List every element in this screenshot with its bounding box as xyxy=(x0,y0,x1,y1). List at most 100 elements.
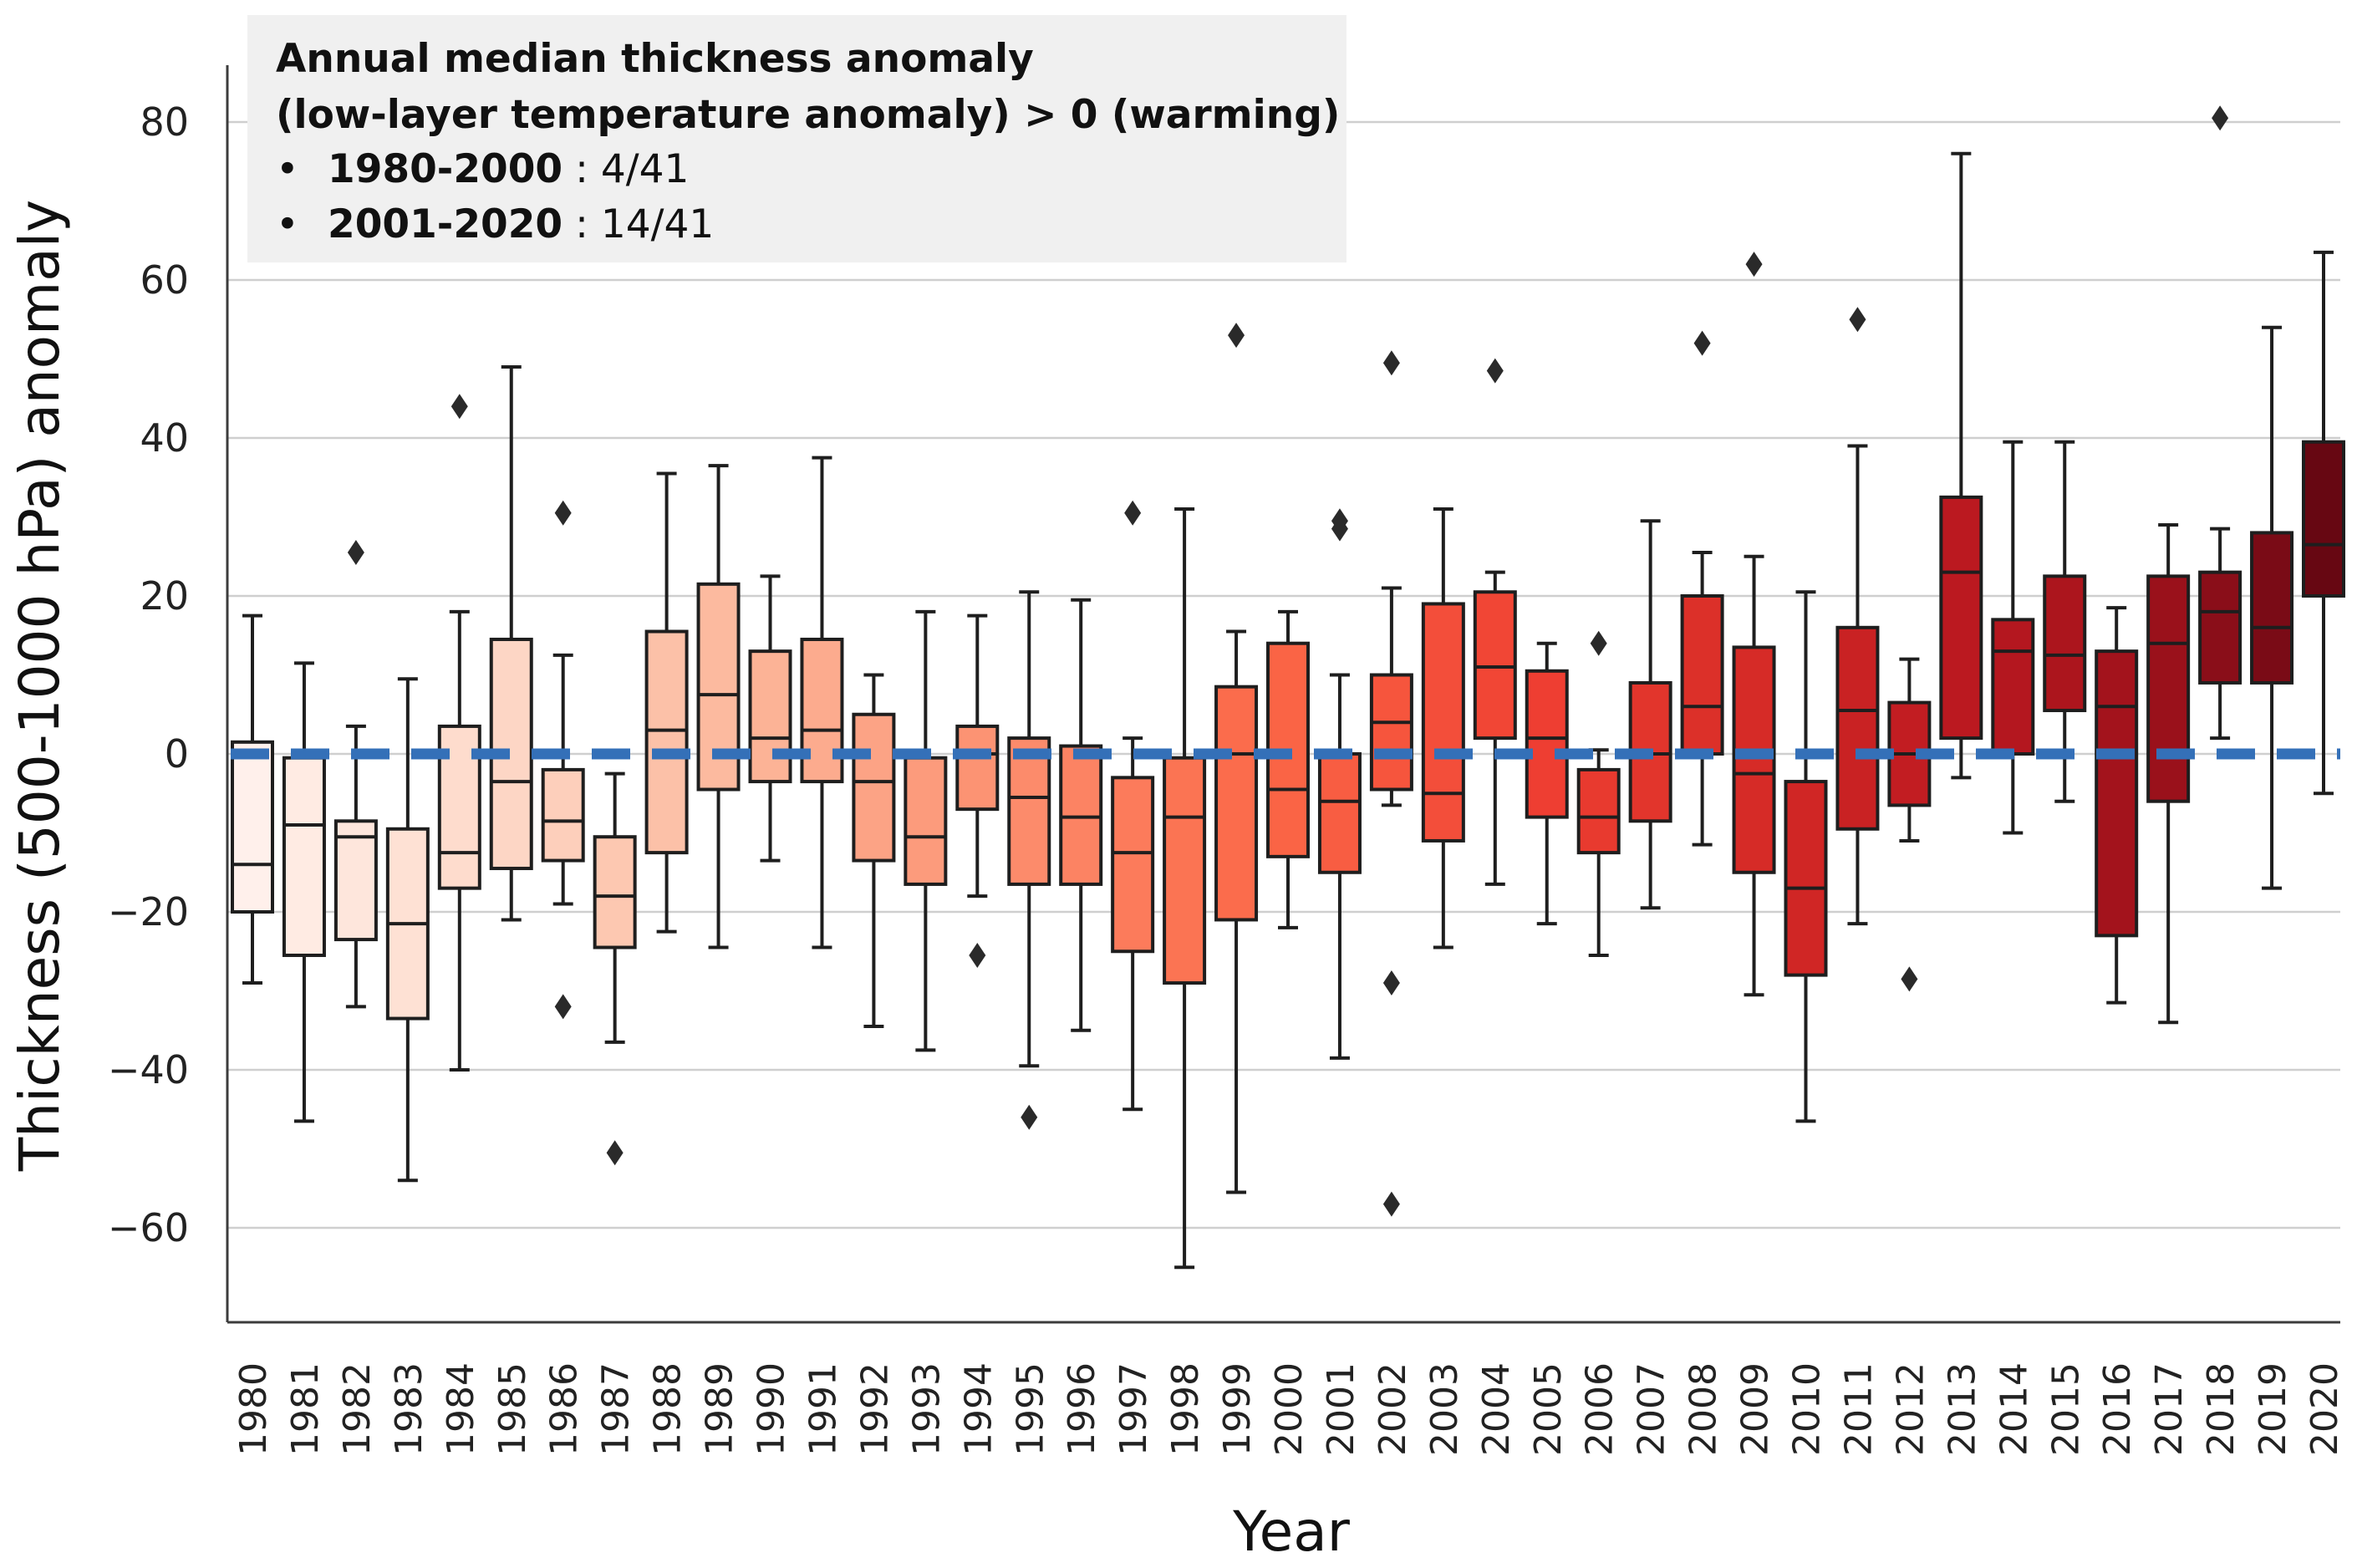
annotation-box: Annual median thickness anomaly (low-lay… xyxy=(247,15,1346,262)
flier-2002-1 xyxy=(1382,970,1400,996)
x-tick-label-2003: 2003 xyxy=(1423,1362,1466,1456)
y-tick-label--60: −60 xyxy=(108,1205,189,1250)
x-tick-label-1998: 1998 xyxy=(1164,1362,1207,1456)
iqr-box-1980 xyxy=(231,740,274,914)
iqr-box-1988 xyxy=(644,629,689,855)
flier-1997-0 xyxy=(1124,500,1142,526)
x-tick-label-1988: 1988 xyxy=(647,1362,690,1456)
iqr-box-2019 xyxy=(2250,531,2294,685)
y-tick-label-80: 80 xyxy=(140,99,189,145)
x-tick-label-2006: 2006 xyxy=(1579,1362,1621,1456)
iqr-box-2011 xyxy=(1835,625,1880,831)
x-tick-label-1981: 1981 xyxy=(284,1362,327,1456)
x-tick-label-2005: 2005 xyxy=(1527,1362,1570,1456)
iqr-box-1998 xyxy=(1163,756,1207,985)
flier-2008-0 xyxy=(1693,330,1711,356)
x-tick-label-1992: 1992 xyxy=(853,1362,896,1456)
flier-2002-0 xyxy=(1382,350,1400,376)
iqr-box-2010 xyxy=(1784,780,1828,977)
iqr-box-1995 xyxy=(1007,736,1051,886)
x-tick-label-2008: 2008 xyxy=(1682,1362,1725,1456)
annotation-bullet-2: • 2001-2020 : 14/41 xyxy=(276,201,714,247)
flier-1995-0 xyxy=(1021,1104,1038,1130)
x-tick-label-2002: 2002 xyxy=(1372,1362,1414,1456)
x-tick-label-1997: 1997 xyxy=(1112,1362,1155,1456)
box-1984 xyxy=(437,394,481,1072)
box-2020 xyxy=(2302,250,2345,796)
x-tick-label-1983: 1983 xyxy=(388,1362,430,1456)
flier-2012-0 xyxy=(1901,966,1918,992)
box-1987 xyxy=(593,771,637,1166)
x-tick-label-2012: 2012 xyxy=(1889,1362,1932,1456)
bullet-2-period: 2001-2020 xyxy=(328,201,563,247)
y-tick-label-40: 40 xyxy=(140,415,189,461)
iqr-box-1987 xyxy=(593,835,637,949)
flier-2009-0 xyxy=(1745,252,1763,277)
bullet-1-value: : 4/41 xyxy=(575,146,689,192)
box-1990 xyxy=(748,574,792,863)
box-1992 xyxy=(852,673,896,1029)
x-tick-label-1982: 1982 xyxy=(336,1362,379,1456)
y-tick-label--40: −40 xyxy=(108,1047,189,1092)
iqr-box-2013 xyxy=(1939,495,1983,741)
flier-1986-1 xyxy=(554,994,572,1020)
x-tick-label-1994: 1994 xyxy=(957,1362,1000,1456)
iqr-box-2018 xyxy=(2198,570,2242,685)
box-2004 xyxy=(1473,358,1517,886)
iqr-box-2020 xyxy=(2302,440,2345,598)
iqr-box-2014 xyxy=(1991,618,2035,756)
iqr-box-2003 xyxy=(1421,602,1465,843)
box-2019 xyxy=(2250,325,2294,890)
y-axis-label: Thickness (500-1000 hPa) anomaly xyxy=(8,200,72,1172)
box-1989 xyxy=(696,464,741,949)
x-tick-label-1989: 1989 xyxy=(699,1362,741,1456)
box-2000 xyxy=(1266,609,1310,929)
iqr-box-1991 xyxy=(800,637,844,784)
y-tick-label-0: 0 xyxy=(165,731,189,776)
iqr-box-2004 xyxy=(1473,590,1517,741)
iqr-box-1981 xyxy=(282,756,326,957)
iqr-box-2016 xyxy=(2095,649,2139,938)
iqr-box-1992 xyxy=(852,712,896,863)
flier-1999-0 xyxy=(1228,323,1245,349)
annotation-background xyxy=(247,15,1346,262)
gridlines xyxy=(227,120,2340,1229)
box-2005 xyxy=(1525,641,1569,926)
iqr-box-1990 xyxy=(748,649,792,784)
box-1982 xyxy=(333,540,378,1009)
box-2018 xyxy=(2198,105,2242,741)
flier-1984-0 xyxy=(451,394,468,420)
axes xyxy=(226,65,2340,1324)
x-tick-label-2007: 2007 xyxy=(1631,1362,1673,1456)
x-axis-label: Year xyxy=(1232,1499,1351,1564)
box-1981 xyxy=(282,661,326,1123)
box-2011 xyxy=(1835,307,1880,926)
x-tick-label-1991: 1991 xyxy=(802,1362,844,1456)
iqr-box-1982 xyxy=(333,819,378,942)
box-2006 xyxy=(1576,630,1621,957)
x-tick-label-1995: 1995 xyxy=(1009,1362,1051,1456)
annotation-line-1: Annual median thickness anomaly xyxy=(276,36,1034,82)
x-tick-label-1985: 1985 xyxy=(491,1362,534,1456)
x-tick-label-1993: 1993 xyxy=(905,1362,948,1456)
box-1995 xyxy=(1007,590,1051,1130)
x-tick-label-1986: 1986 xyxy=(543,1362,586,1456)
boxes xyxy=(231,105,2345,1270)
box-2001 xyxy=(1317,508,1362,1060)
bullet-1-period: 1980-2000 xyxy=(328,146,563,192)
flier-2018-0 xyxy=(2212,105,2229,131)
box-2002 xyxy=(1369,350,1413,1217)
box-1996 xyxy=(1059,598,1103,1032)
iqr-box-1996 xyxy=(1059,744,1103,886)
x-tick-label-2018: 2018 xyxy=(2200,1362,2242,1456)
box-1980 xyxy=(231,613,274,985)
x-tick-label-2001: 2001 xyxy=(1320,1362,1362,1456)
bullet-marker-1: • xyxy=(276,146,299,192)
box-2003 xyxy=(1421,507,1465,949)
flier-1987-0 xyxy=(606,1140,624,1166)
x-tick-label-1999: 1999 xyxy=(1216,1362,1259,1456)
y-tick-label-60: 60 xyxy=(140,257,189,303)
x-tick-label-2004: 2004 xyxy=(1475,1362,1518,1456)
x-tick-label-2016: 2016 xyxy=(2096,1362,2139,1456)
